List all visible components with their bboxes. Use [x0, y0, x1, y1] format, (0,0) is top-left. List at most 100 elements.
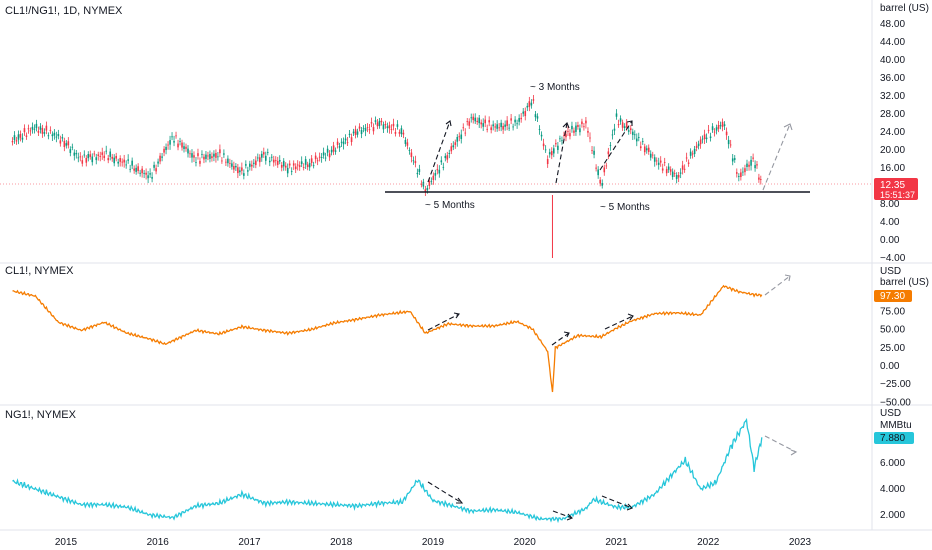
- ratio-candle-body: [59, 140, 62, 144]
- time-axis[interactable]: 2015 2016 2017 2018 2019 2020 2021 2022 2023: [55, 537, 812, 548]
- ratio-candle-body: [49, 129, 52, 131]
- ratio-candle-body: [542, 143, 545, 147]
- ratio-candle-body: [571, 125, 573, 130]
- ratio-candle-body: [617, 124, 620, 126]
- ratio-candle-body: [274, 160, 277, 162]
- ratio-candle-body: [735, 172, 738, 174]
- ratio-candle-body: [446, 155, 449, 160]
- ratio-candle-body: [667, 166, 670, 170]
- x-tick-label: 2016: [147, 537, 170, 548]
- ratio-candle-body: [472, 116, 475, 121]
- ratio-candle-body: [167, 144, 169, 146]
- ratio-candle-body: [153, 164, 155, 168]
- ratio-candle-body: [318, 156, 321, 158]
- ratio-candle-body: [731, 158, 734, 162]
- oil-tick-label: 0.00: [880, 361, 900, 372]
- oil-arrow-3-head: [627, 313, 634, 321]
- ratio-candle-body: [147, 175, 149, 179]
- ratio-candle-body: [253, 162, 255, 164]
- ratio-candle-body: [557, 145, 559, 150]
- ratio-tick-label: 40.00: [880, 55, 905, 66]
- ratio-candle-body: [205, 154, 207, 159]
- ratio-candle-body: [530, 102, 533, 106]
- ratio-candle-body: [364, 128, 367, 131]
- ratio-candle-body: [55, 136, 58, 138]
- ratio-candle-body: [268, 160, 271, 163]
- ratio-candle-body: [203, 156, 205, 160]
- ratio-candle-body: [328, 153, 331, 158]
- ratio-candle-body: [742, 171, 744, 173]
- ratio-candle-body: [498, 127, 500, 129]
- ratio-candle-body: [366, 126, 369, 128]
- ratio-candle-body: [677, 174, 680, 178]
- ratio-candle-body: [348, 133, 351, 136]
- ratio-candle-body: [458, 136, 461, 138]
- ratio-candle-body: [454, 142, 457, 145]
- gas-projection-head: [790, 449, 798, 456]
- ratio-candle-body: [659, 160, 662, 163]
- ratio-candle-body: [135, 167, 137, 172]
- ratio-candle-body: [117, 161, 119, 164]
- gas-price-axis[interactable]: 6.000 4.000 2.000: [880, 458, 905, 521]
- ratio-candle-body: [639, 146, 642, 149]
- x-tick-label: 2018: [330, 537, 353, 548]
- ratio-candle-body: [412, 160, 415, 162]
- ratio-candle-body: [603, 167, 606, 173]
- ratio-candle-body: [33, 128, 36, 130]
- ratio-candle-body: [87, 154, 90, 159]
- ratio-candle-body: [356, 131, 359, 135]
- oil-price-axis[interactable]: 75.00 50.00 25.00 0.00 −25.00 −50.00: [880, 306, 911, 408]
- oil-unit-label-1: USD: [880, 266, 901, 277]
- ratio-candle-body: [290, 171, 293, 172]
- ratio-candle-body: [77, 157, 80, 159]
- ratio-candle-body: [332, 145, 335, 152]
- ratio-candle-body: [510, 118, 512, 121]
- ratio-candle-body: [292, 163, 295, 166]
- oil-tick-label: −50.00: [880, 397, 911, 408]
- ratio-candle-body: [171, 136, 173, 138]
- ratio-candle-body: [601, 183, 604, 186]
- ratio-candle-body: [428, 180, 431, 186]
- ratio-candle-body: [729, 144, 732, 146]
- ratio-candle-body: [396, 124, 399, 127]
- ratio-candle-body: [13, 135, 16, 141]
- ratio-tick-label: 28.00: [880, 109, 905, 120]
- ratio-candle-body: [145, 172, 147, 175]
- ratio-candle-body: [597, 169, 599, 176]
- ratio-candle-body: [721, 121, 724, 127]
- gas-pane-title: NG1!, NYMEX: [5, 409, 77, 421]
- ratio-candle-body: [581, 121, 583, 125]
- ratio-candle-body: [344, 138, 347, 141]
- ratio-candle-body: [665, 169, 668, 174]
- ratio-candle-body: [605, 165, 608, 167]
- ratio-candle-body: [165, 146, 167, 151]
- ratio-candle-body: [185, 146, 187, 149]
- ratio-candle-body: [474, 117, 477, 122]
- ratio-candle-body: [173, 141, 175, 143]
- ratio-candle-body: [264, 155, 267, 161]
- ratio-candle-body: [360, 129, 363, 135]
- oil-arrow-2-head: [563, 331, 570, 338]
- gas-tick-label: 4.000: [880, 484, 905, 495]
- ratio-candle-body: [199, 160, 201, 164]
- ratio-price-axis[interactable]: 48.00 44.00 40.00 36.00 32.00 28.00 24.00 20.00…: [880, 19, 906, 264]
- ratio-candle-body: [723, 124, 726, 126]
- ratio-candle-body: [151, 177, 153, 179]
- ratio-candle-body: [456, 137, 459, 142]
- ratio-candle-body: [67, 141, 70, 146]
- ratio-candle-body: [378, 120, 381, 127]
- ratio-candle-body: [641, 141, 644, 143]
- ratio-candle-body: [621, 122, 624, 128]
- ratio-candle-body: [270, 156, 273, 158]
- ratio-candle-body: [187, 148, 189, 154]
- ratio-candle-body: [25, 135, 28, 137]
- ratio-candle-body: [336, 141, 339, 145]
- ratio-candle-body: [645, 148, 648, 151]
- x-tick-label: 2023: [789, 537, 812, 548]
- oil-tick-label: −25.00: [880, 379, 911, 390]
- ratio-candle-body: [593, 150, 595, 155]
- oil-tick-label: 75.00: [880, 306, 905, 317]
- ratio-candle-body: [567, 131, 569, 132]
- ratio-candle-body: [408, 150, 411, 151]
- gas-line-series: [12, 417, 763, 524]
